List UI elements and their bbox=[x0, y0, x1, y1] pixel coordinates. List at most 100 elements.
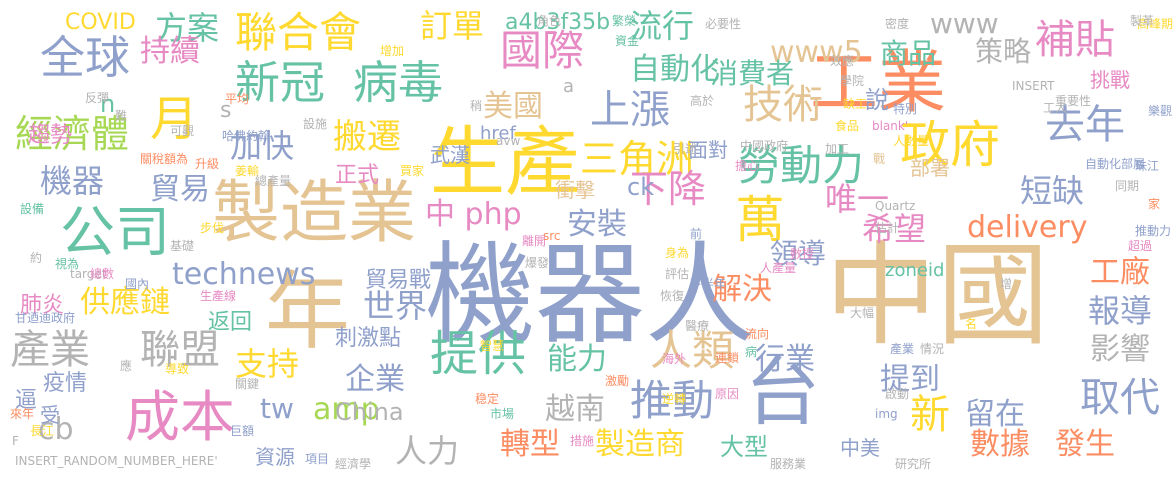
cloud-word: 來年 bbox=[10, 407, 35, 421]
cloud-word: 項目 bbox=[305, 452, 330, 466]
cloud-word: 勞動力 bbox=[738, 141, 865, 190]
cloud-word: 面對 bbox=[688, 138, 728, 162]
cloud-word: 報導 bbox=[1088, 292, 1153, 330]
cloud-word: 繁榮 bbox=[612, 14, 637, 28]
cloud-word: 產業 bbox=[10, 327, 90, 373]
cloud-word: 推動力 bbox=[1135, 224, 1172, 238]
cloud-word: amp bbox=[313, 392, 380, 427]
cloud-word: 取代 bbox=[1080, 375, 1160, 421]
cloud-word: 新 bbox=[910, 392, 950, 438]
cloud-word: 返回 bbox=[208, 310, 253, 335]
cloud-word: COVID bbox=[65, 10, 136, 35]
cloud-word: cb bbox=[38, 412, 74, 447]
cloud-word: 中 php bbox=[425, 197, 522, 232]
cloud-word: 策略 bbox=[975, 35, 1032, 68]
cloud-word: 資金 bbox=[615, 34, 640, 48]
cloud-word: 升級 bbox=[195, 157, 220, 171]
cloud-word: 世界 bbox=[363, 287, 428, 325]
cloud-word: 必要性 bbox=[705, 17, 742, 31]
cloud-word: 越南 bbox=[545, 392, 605, 427]
cloud-word: 難 bbox=[115, 109, 128, 123]
cloud-word: 提到 bbox=[880, 362, 940, 397]
cloud-word: 供應鏈 bbox=[80, 285, 170, 320]
cloud-word: 重要性 bbox=[1055, 94, 1092, 108]
cloud-word: 短缺 bbox=[1020, 172, 1085, 210]
cloud-word: 角色 bbox=[537, 14, 562, 28]
cloud-word: 缺工 bbox=[843, 97, 868, 111]
cloud-word: 萬 bbox=[735, 191, 785, 249]
cloud-word: 能力 bbox=[547, 342, 607, 377]
cloud-word: 補貼 bbox=[1035, 17, 1115, 63]
cloud-word: 加工 bbox=[825, 142, 850, 156]
cloud-word: 去年 bbox=[1045, 102, 1125, 148]
cloud-word: 安裝 bbox=[567, 207, 627, 242]
cloud-word: 大型 bbox=[720, 433, 768, 461]
cloud-word: 提供 bbox=[430, 326, 527, 382]
cloud-word: 身為 bbox=[665, 246, 690, 260]
cloud-word: 高峰期 bbox=[1137, 17, 1174, 31]
cloud-word: a bbox=[563, 76, 575, 97]
cloud-word: 同期 bbox=[1115, 179, 1140, 193]
cloud-word: 下降 bbox=[630, 167, 707, 211]
cloud-word: 評估 bbox=[665, 267, 690, 281]
cloud-word: 自動化 bbox=[630, 52, 720, 87]
cloud-word: 長江 bbox=[30, 424, 55, 438]
cloud-word: 趨勢 bbox=[28, 123, 73, 148]
cloud-word: 約 bbox=[30, 251, 43, 265]
cloud-word: 希望 bbox=[862, 210, 927, 248]
cloud-word: 政府 bbox=[900, 116, 1000, 174]
cloud-word: 戰 bbox=[873, 152, 886, 166]
cloud-word: www bbox=[930, 7, 999, 40]
cloud-word: 設施 bbox=[303, 117, 328, 131]
cloud-word: 製造商 bbox=[595, 427, 685, 462]
cloud-word: 措施 bbox=[570, 434, 595, 448]
cloud-word: 人數量 bbox=[893, 134, 930, 148]
cloud-word: 貿易戰 bbox=[365, 268, 432, 293]
cloud-word: a4b3f35b bbox=[505, 10, 611, 35]
cloud-word: 買家 bbox=[400, 164, 425, 178]
cloud-word: 中國 bbox=[825, 231, 1049, 361]
cloud-word: 機器人 bbox=[425, 231, 755, 359]
cloud-word: 可觀 bbox=[170, 124, 195, 138]
cloud-word: 年 bbox=[265, 263, 351, 362]
cloud-word: 基礎 bbox=[170, 239, 195, 253]
cloud-word: 訂單 bbox=[420, 7, 485, 45]
cloud-word: 聯合會 bbox=[235, 8, 362, 57]
cloud-word: 挑戰 bbox=[1090, 68, 1130, 92]
cloud-word: 海外 bbox=[662, 352, 687, 366]
cloud-word: 增加 bbox=[380, 44, 405, 58]
cloud-word: 國內 bbox=[125, 277, 150, 291]
cloud-word: 美國 bbox=[483, 89, 543, 124]
cloud-word: 名 bbox=[965, 317, 978, 331]
cloud-word: INSERT bbox=[1012, 79, 1055, 93]
cloud-word: 樂觀 bbox=[1148, 104, 1173, 118]
cloud-word: 總產量 bbox=[255, 174, 292, 188]
cloud-word: 貿易 bbox=[150, 172, 210, 207]
cloud-word: 工廠 bbox=[1090, 255, 1150, 290]
cloud-word: 生產線 bbox=[200, 289, 237, 303]
cloud-word: 成本 bbox=[125, 385, 236, 449]
cloud-word: avw bbox=[496, 134, 521, 148]
cloud-word: INSERT_RANDOM_NUMBER_HERE' bbox=[15, 454, 218, 468]
cloud-word: 逆轉 bbox=[662, 392, 687, 406]
cloud-word: 中國政府 bbox=[740, 139, 789, 153]
cloud-word: 消費者 bbox=[710, 57, 795, 90]
cloud-word: 武漢 bbox=[430, 143, 470, 167]
cloud-word: 甘迺迪政府 bbox=[15, 311, 76, 325]
cloud-word: 聯盟 bbox=[140, 327, 220, 373]
cloud-word: 人產量 bbox=[760, 261, 797, 275]
cloud-word: 發生 bbox=[1055, 427, 1115, 462]
cloud-word: 說 bbox=[865, 86, 889, 114]
cloud-word: 病毒 bbox=[353, 56, 444, 109]
cloud-word: 視為 bbox=[55, 257, 80, 271]
cloud-word: 設備 bbox=[20, 202, 45, 216]
cloud-word: 數據 bbox=[970, 427, 1030, 462]
cloud-word: 疫情 bbox=[43, 371, 88, 396]
cloud-word: 商品 bbox=[880, 37, 937, 70]
cloud-word: 平均 bbox=[225, 92, 250, 106]
cloud-word: 離開 bbox=[522, 234, 547, 248]
cloud-word: delivery bbox=[967, 210, 1088, 245]
cloud-word: 步伐 bbox=[200, 221, 225, 235]
cloud-word: 大幅 bbox=[850, 306, 875, 320]
cloud-word: 工人 bbox=[1043, 101, 1068, 115]
